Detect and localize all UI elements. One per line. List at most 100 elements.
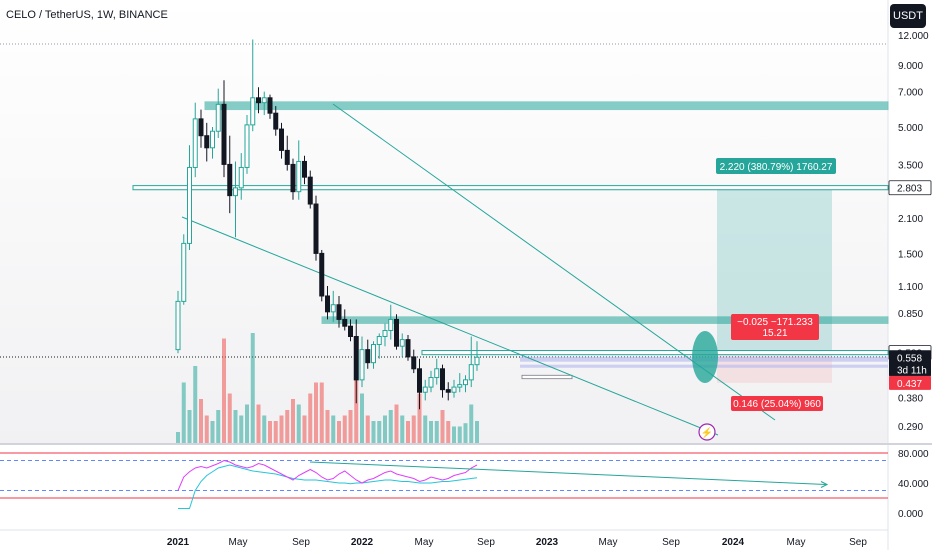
- volume-bar: [319, 382, 324, 443]
- price-tick-label: 1.500: [898, 249, 923, 260]
- volume-bar: [181, 382, 186, 443]
- candle-body: [204, 135, 210, 149]
- candle-body: [457, 384, 463, 388]
- volume-bar: [354, 366, 359, 443]
- resistance-zone-lower[interactable]: [321, 316, 889, 324]
- price-tick-label: 12.000: [898, 31, 929, 42]
- price-tick-label: 0.290: [898, 422, 923, 433]
- candle-body: [198, 118, 204, 137]
- volume-bar: [233, 410, 238, 443]
- candle-body: [371, 344, 376, 364]
- measure-label-box[interactable]: [731, 314, 819, 340]
- resistance-zone-upper[interactable]: [204, 101, 889, 111]
- candle-body: [215, 103, 221, 132]
- volume-bar: [342, 415, 347, 443]
- rsi-tick-label: 80.000: [898, 449, 929, 460]
- candle-body: [250, 97, 256, 126]
- pane-divider[interactable]: [0, 443, 932, 445]
- candle-body: [233, 187, 238, 197]
- candle-body: [261, 97, 267, 104]
- time-tick-label: May: [599, 537, 618, 548]
- level-line-2803[interactable]: [132, 185, 889, 191]
- volume-bar: [187, 410, 192, 443]
- candle-body: [273, 112, 279, 130]
- candle-body: [445, 389, 451, 393]
- support-trendline[interactable]: [181, 216, 719, 436]
- small-box-marker[interactable]: [521, 374, 573, 380]
- price-label-2-803[interactable]: [888, 180, 932, 196]
- candle-body: [353, 335, 359, 381]
- lightning-event-icon[interactable]: [698, 423, 716, 441]
- candle-body: [296, 160, 302, 193]
- time-tick-label: May: [415, 537, 434, 548]
- volume-bar: [245, 404, 249, 443]
- candle-body: [422, 386, 428, 393]
- candle-body: [348, 325, 353, 337]
- candle-body: [181, 242, 187, 302]
- volume-bar: [331, 415, 336, 443]
- price-tick-label: 3.500: [898, 160, 923, 171]
- candle-body: [267, 97, 273, 114]
- price-label-text: 0.437: [897, 379, 922, 390]
- volume-bar: [423, 415, 428, 443]
- volume-bar: [417, 393, 422, 443]
- volume-bar: [446, 421, 451, 443]
- candle-body: [319, 252, 325, 297]
- candle-body: [382, 329, 388, 337]
- highlight-ellipse[interactable]: [692, 331, 718, 383]
- candle-body: [302, 160, 307, 178]
- candle-body: [440, 368, 445, 391]
- volume-bar: [394, 404, 399, 443]
- time-tick-label: Sep: [292, 537, 310, 548]
- volume-bar: [279, 415, 284, 443]
- candle-body: [284, 149, 290, 165]
- price-label-text: 2.803: [897, 184, 922, 195]
- volume-bar: [199, 399, 203, 443]
- price-tick-label: 2.100: [898, 214, 923, 225]
- volume-bar: [377, 421, 382, 443]
- candle-body: [187, 166, 192, 244]
- volume-bar: [256, 404, 261, 443]
- target-label-text: 2.220 (380.79%) 1760.27: [720, 162, 833, 173]
- rsi-trendline-arrow-icon: [820, 481, 829, 488]
- volume-bar: [285, 410, 290, 443]
- volume-bar: [429, 421, 433, 443]
- volume-bar: [434, 421, 439, 443]
- candle-body: [463, 379, 468, 386]
- volume-bar: [440, 410, 445, 443]
- volume-bar: [210, 421, 215, 443]
- candle-body: [307, 176, 313, 205]
- rsi-trendline[interactable]: [309, 461, 827, 485]
- volume-bar: [262, 415, 267, 443]
- price-label-0-437[interactable]: [889, 375, 931, 390]
- target-label-box[interactable]: [716, 158, 836, 174]
- measure-label-line2: 15.21: [762, 328, 787, 339]
- rsi-tick-label: 40.000: [898, 479, 929, 490]
- candle-body: [365, 349, 371, 364]
- volume-bar: [360, 393, 364, 443]
- candle-body: [290, 163, 296, 193]
- volume-bar: [337, 421, 341, 443]
- price-tick-label: 5.000: [898, 123, 923, 134]
- time-tick-label: May: [787, 537, 806, 548]
- candle-body: [399, 339, 405, 347]
- candle-body: [342, 318, 348, 327]
- volume-bar: [227, 393, 232, 443]
- candle-body: [417, 368, 422, 393]
- rsi-tick-label: 0.000: [898, 509, 923, 520]
- volume-bar: [239, 415, 244, 443]
- currency-button[interactable]: USDT: [890, 4, 926, 28]
- time-tick-label: 2022: [351, 537, 374, 548]
- level-line-0583[interactable]: [421, 350, 889, 356]
- candle-body: [192, 118, 198, 168]
- candle-body: [451, 386, 457, 393]
- volume-bar: [411, 415, 416, 443]
- time-tick-label: Sep: [477, 537, 495, 548]
- price-label-0-558[interactable]: [889, 350, 931, 377]
- volume-bar: [193, 366, 198, 443]
- stop-label-box[interactable]: [731, 396, 823, 411]
- time-tick-label: 2024: [722, 537, 745, 548]
- volume-bar: [216, 410, 221, 443]
